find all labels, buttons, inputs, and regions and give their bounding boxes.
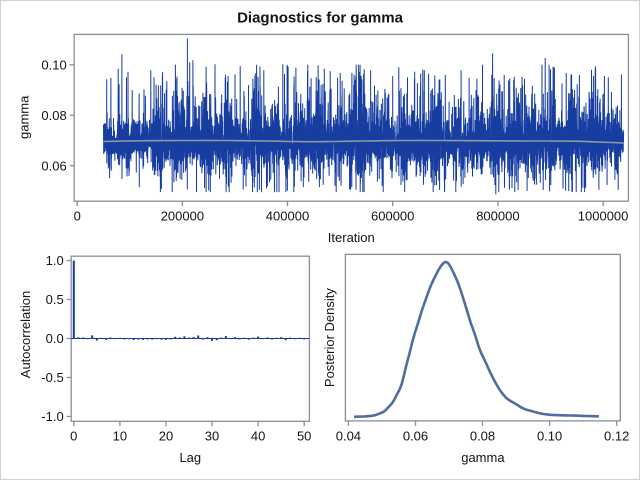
svg-text:1.0: 1.0 <box>46 253 64 268</box>
svg-text:-0.5: -0.5 <box>41 370 63 385</box>
svg-text:1000000: 1000000 <box>578 209 629 224</box>
svg-text:0.08: 0.08 <box>41 108 66 123</box>
svg-text:0.12: 0.12 <box>604 429 629 444</box>
svg-text:0.06: 0.06 <box>403 429 428 444</box>
svg-text:50: 50 <box>297 429 311 444</box>
svg-text:0.10: 0.10 <box>537 429 562 444</box>
svg-text:10: 10 <box>113 429 127 444</box>
svg-text:200000: 200000 <box>161 209 204 224</box>
svg-text:400000: 400000 <box>266 209 309 224</box>
svg-text:20: 20 <box>159 429 173 444</box>
svg-text:0.06: 0.06 <box>41 158 66 173</box>
svg-text:0: 0 <box>74 209 81 224</box>
svg-text:0: 0 <box>70 429 77 444</box>
svg-text:0.08: 0.08 <box>470 429 495 444</box>
svg-text:0.10: 0.10 <box>41 57 66 72</box>
svg-text:Lag: Lag <box>179 450 201 465</box>
svg-text:Posterior Density: Posterior Density <box>322 288 337 387</box>
svg-text:0.04: 0.04 <box>336 429 361 444</box>
svg-text:0.5: 0.5 <box>46 292 64 307</box>
svg-text:800000: 800000 <box>476 209 519 224</box>
svg-text:Diagnostics for gamma: Diagnostics for gamma <box>237 10 404 27</box>
svg-text:Autocorrelation: Autocorrelation <box>18 291 33 378</box>
svg-text:-1.0: -1.0 <box>41 409 63 424</box>
svg-text:600000: 600000 <box>371 209 414 224</box>
svg-text:Iteration: Iteration <box>328 230 375 245</box>
svg-text:gamma: gamma <box>461 450 505 465</box>
svg-text:gamma: gamma <box>17 95 32 139</box>
svg-text:30: 30 <box>205 429 219 444</box>
svg-text:0.0: 0.0 <box>46 331 64 346</box>
svg-text:40: 40 <box>251 429 265 444</box>
